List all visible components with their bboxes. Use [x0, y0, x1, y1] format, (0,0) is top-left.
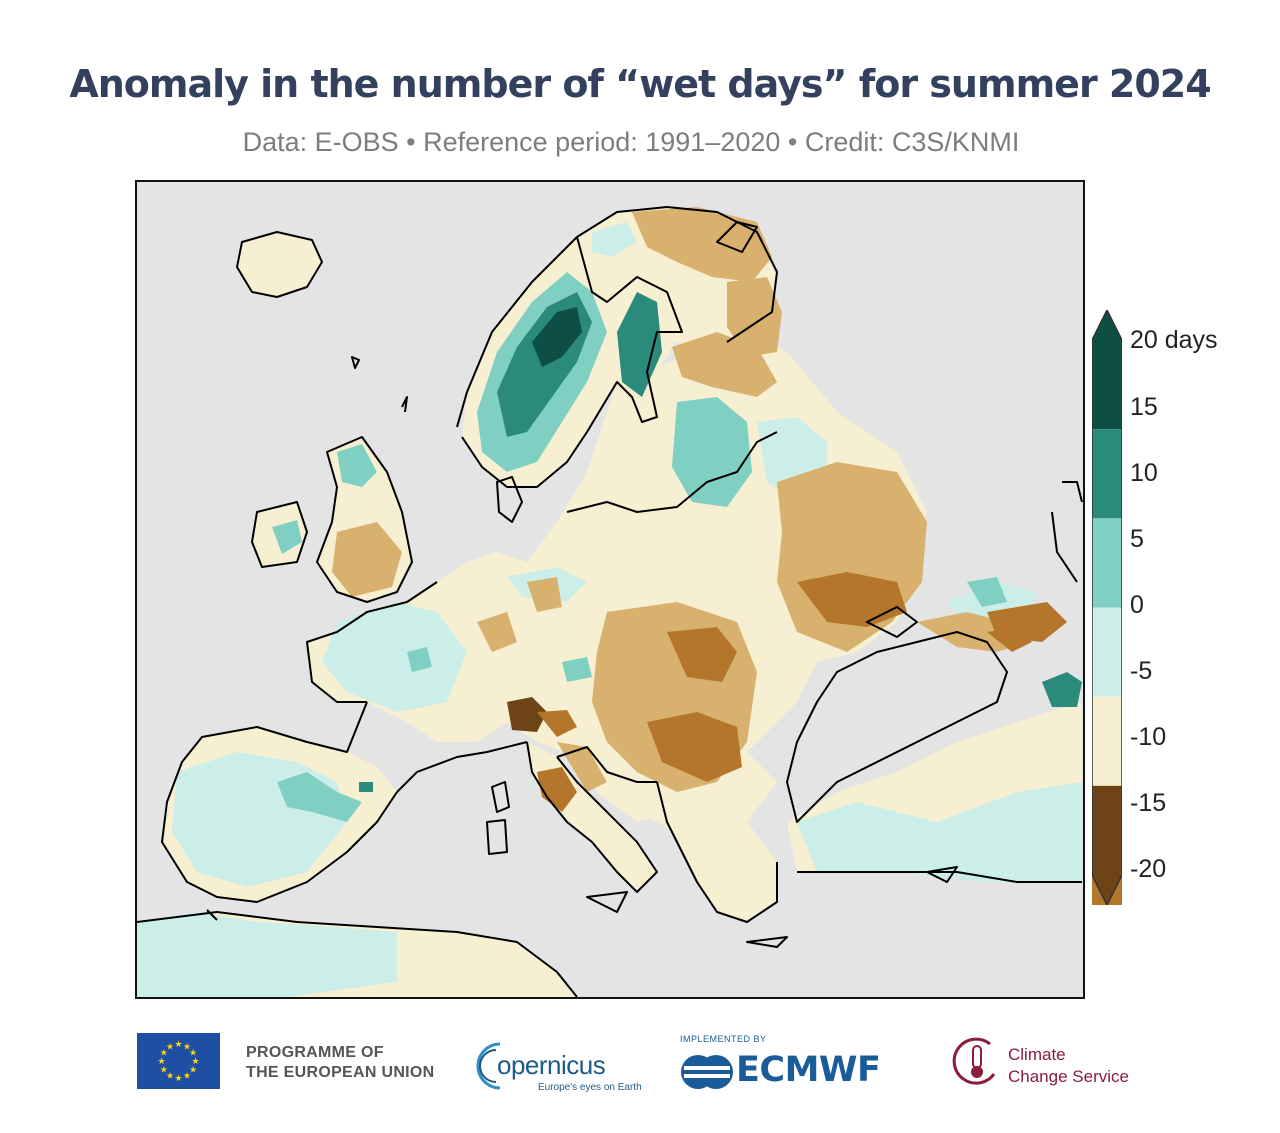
copernicus-name: opernicus: [497, 1050, 606, 1080]
eu-star-icon: ★: [174, 1039, 182, 1049]
colorbar-bins: [1091, 308, 1123, 965]
eu-star-icon: ★: [191, 1056, 199, 1066]
colorbar-tick-0: 0: [1130, 591, 1144, 619]
colorbar-tick-minus15: -15: [1130, 789, 1167, 817]
eu-star-icon: ★: [183, 1041, 191, 1051]
wet-anomaly-patches: [137, 222, 1082, 997]
eu-star-icon: ★: [189, 1048, 197, 1058]
ecmwf-mark-icon: [681, 1055, 733, 1089]
eu-star-icon: ★: [160, 1048, 168, 1058]
colorbar-tick-minus10: -10: [1130, 723, 1167, 751]
dry-anomaly-patches: [332, 207, 1067, 812]
eu-flag-icon: ★ ★ ★ ★ ★ ★ ★ ★ ★ ★ ★ ★: [137, 1033, 220, 1089]
eu-star-icon: ★: [160, 1065, 168, 1075]
c3s-logo: Climate Change Service: [950, 1034, 1150, 1094]
eu-programme-label: PROGRAMME OF THE EUROPEAN UNION: [246, 1043, 435, 1083]
colorbar: [1091, 308, 1123, 965]
eu-star-icon: ★: [166, 1041, 174, 1051]
eu-star-icon: ★: [157, 1056, 165, 1066]
eu-star-icon: ★: [183, 1071, 191, 1081]
colorbar-unit-label: 20 days: [1130, 326, 1218, 354]
eu-star-icon: ★: [174, 1073, 182, 1083]
ecmwf-logo: IMPLEMENTED BY ECMWF: [678, 1034, 908, 1094]
colorbar-tick-5: 5: [1130, 525, 1144, 553]
colorbar-bin: [1092, 696, 1122, 786]
map-title: Anomaly in the number of “wet days” for …: [69, 62, 1211, 106]
eu-star-icon: ★: [166, 1071, 174, 1081]
colorbar-bin: [1092, 429, 1122, 519]
ecmwf-name: ECMWF: [736, 1050, 881, 1090]
colorbar-tick-15: 15: [1130, 393, 1158, 421]
eu-star-icon: ★: [189, 1065, 197, 1075]
c3s-thermometer-icon: [952, 1037, 996, 1085]
colorbar-bin: [1092, 518, 1122, 608]
footer-logos: ★ ★ ★ ★ ★ ★ ★ ★ ★ ★ ★ ★ PROGRAMME OF THE EUROPEAN U…: [0, 1020, 1280, 1120]
colorbar-bin: [1092, 607, 1122, 697]
copernicus-tagline: Europe's eyes on Earth: [538, 1082, 642, 1093]
colorbar-tick-minus5: -5: [1130, 657, 1153, 685]
colorbar-bin: [1092, 785, 1122, 905]
colorbar-tick-minus20: -20: [1130, 855, 1167, 883]
copernicus-arc-icon: [476, 1042, 501, 1090]
c3s-line-1: Climate: [1008, 1045, 1066, 1064]
ecmwf-implemented-by: IMPLEMENTED BY: [680, 1034, 767, 1044]
c3s-label: Climate Change Service: [1008, 1044, 1129, 1088]
map-subtitle: Data: E-OBS • Reference period: 1991–202…: [242, 127, 1020, 157]
eu-line-2: THE EUROPEAN UNION: [246, 1064, 435, 1081]
europe-anomaly-map: [137, 206, 1083, 997]
map-panel: [135, 180, 1085, 999]
colorbar-tick-10: 10: [1130, 459, 1158, 487]
c3s-line-2: Change Service: [1008, 1067, 1129, 1086]
eu-line-1: PROGRAMME OF: [246, 1044, 384, 1061]
colorbar-bin: [1092, 310, 1122, 430]
coastlines: [137, 206, 1083, 997]
copernicus-logo: opernicus Europe's eyes on Earth: [470, 1032, 642, 1098]
